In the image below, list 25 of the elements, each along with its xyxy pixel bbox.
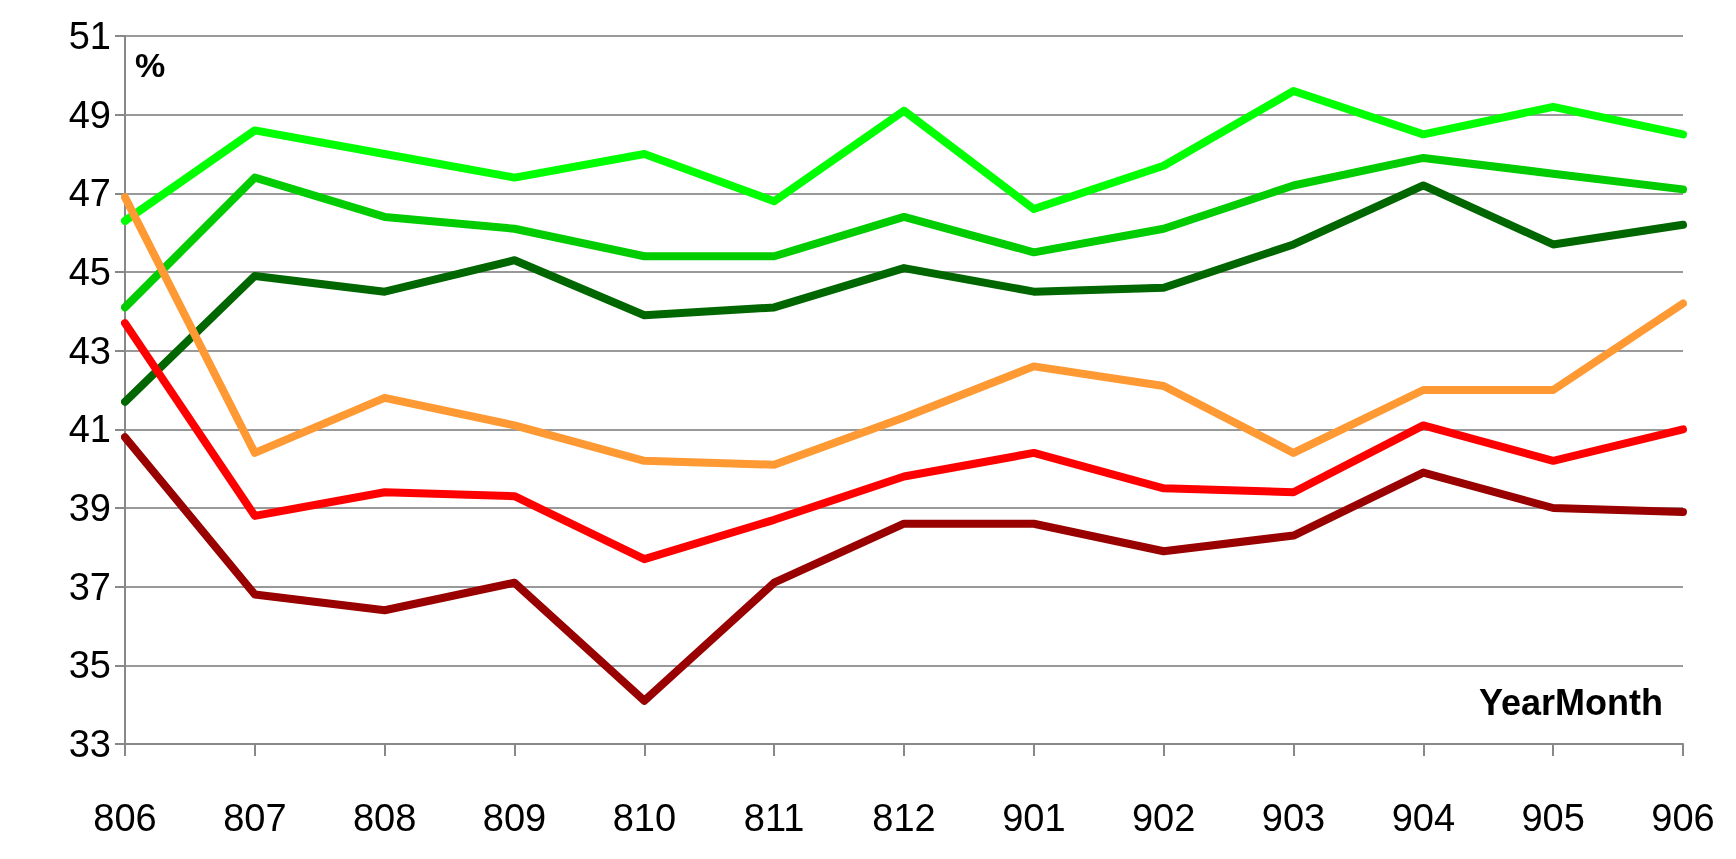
y-tick-label: 49 bbox=[68, 93, 111, 136]
y-axis-title: % bbox=[135, 46, 166, 84]
y-tick-label: 47 bbox=[68, 172, 111, 215]
y-tick-label: 33 bbox=[68, 723, 111, 765]
x-tick-label: 806 bbox=[93, 797, 157, 839]
y-tick-label: 37 bbox=[68, 565, 111, 608]
y-tick-label: 41 bbox=[68, 408, 111, 451]
x-tick-label: 901 bbox=[1002, 797, 1066, 839]
x-tick-label: 807 bbox=[223, 797, 287, 839]
x-tick-label: 811 bbox=[743, 797, 805, 839]
x-tick-label: 906 bbox=[1651, 797, 1715, 839]
y-tick-label: 43 bbox=[68, 329, 111, 372]
y-tick-label: 39 bbox=[68, 487, 111, 529]
x-tick-label: 903 bbox=[1261, 797, 1326, 839]
y-tick-label: 35 bbox=[68, 644, 111, 687]
x-axis-title: YearMonth bbox=[1478, 681, 1664, 723]
y-tick-label: 51 bbox=[68, 15, 111, 57]
x-tick-label: 809 bbox=[482, 797, 547, 839]
x-tick-label: 905 bbox=[1521, 797, 1585, 839]
x-tick-label: 812 bbox=[872, 797, 936, 839]
x-tick-label: 808 bbox=[352, 797, 417, 839]
y-tick-label: 45 bbox=[68, 251, 111, 293]
x-tick-label: 902 bbox=[1131, 797, 1196, 839]
x-tick-label: 810 bbox=[612, 797, 677, 839]
x-tick-label: 904 bbox=[1391, 797, 1456, 839]
